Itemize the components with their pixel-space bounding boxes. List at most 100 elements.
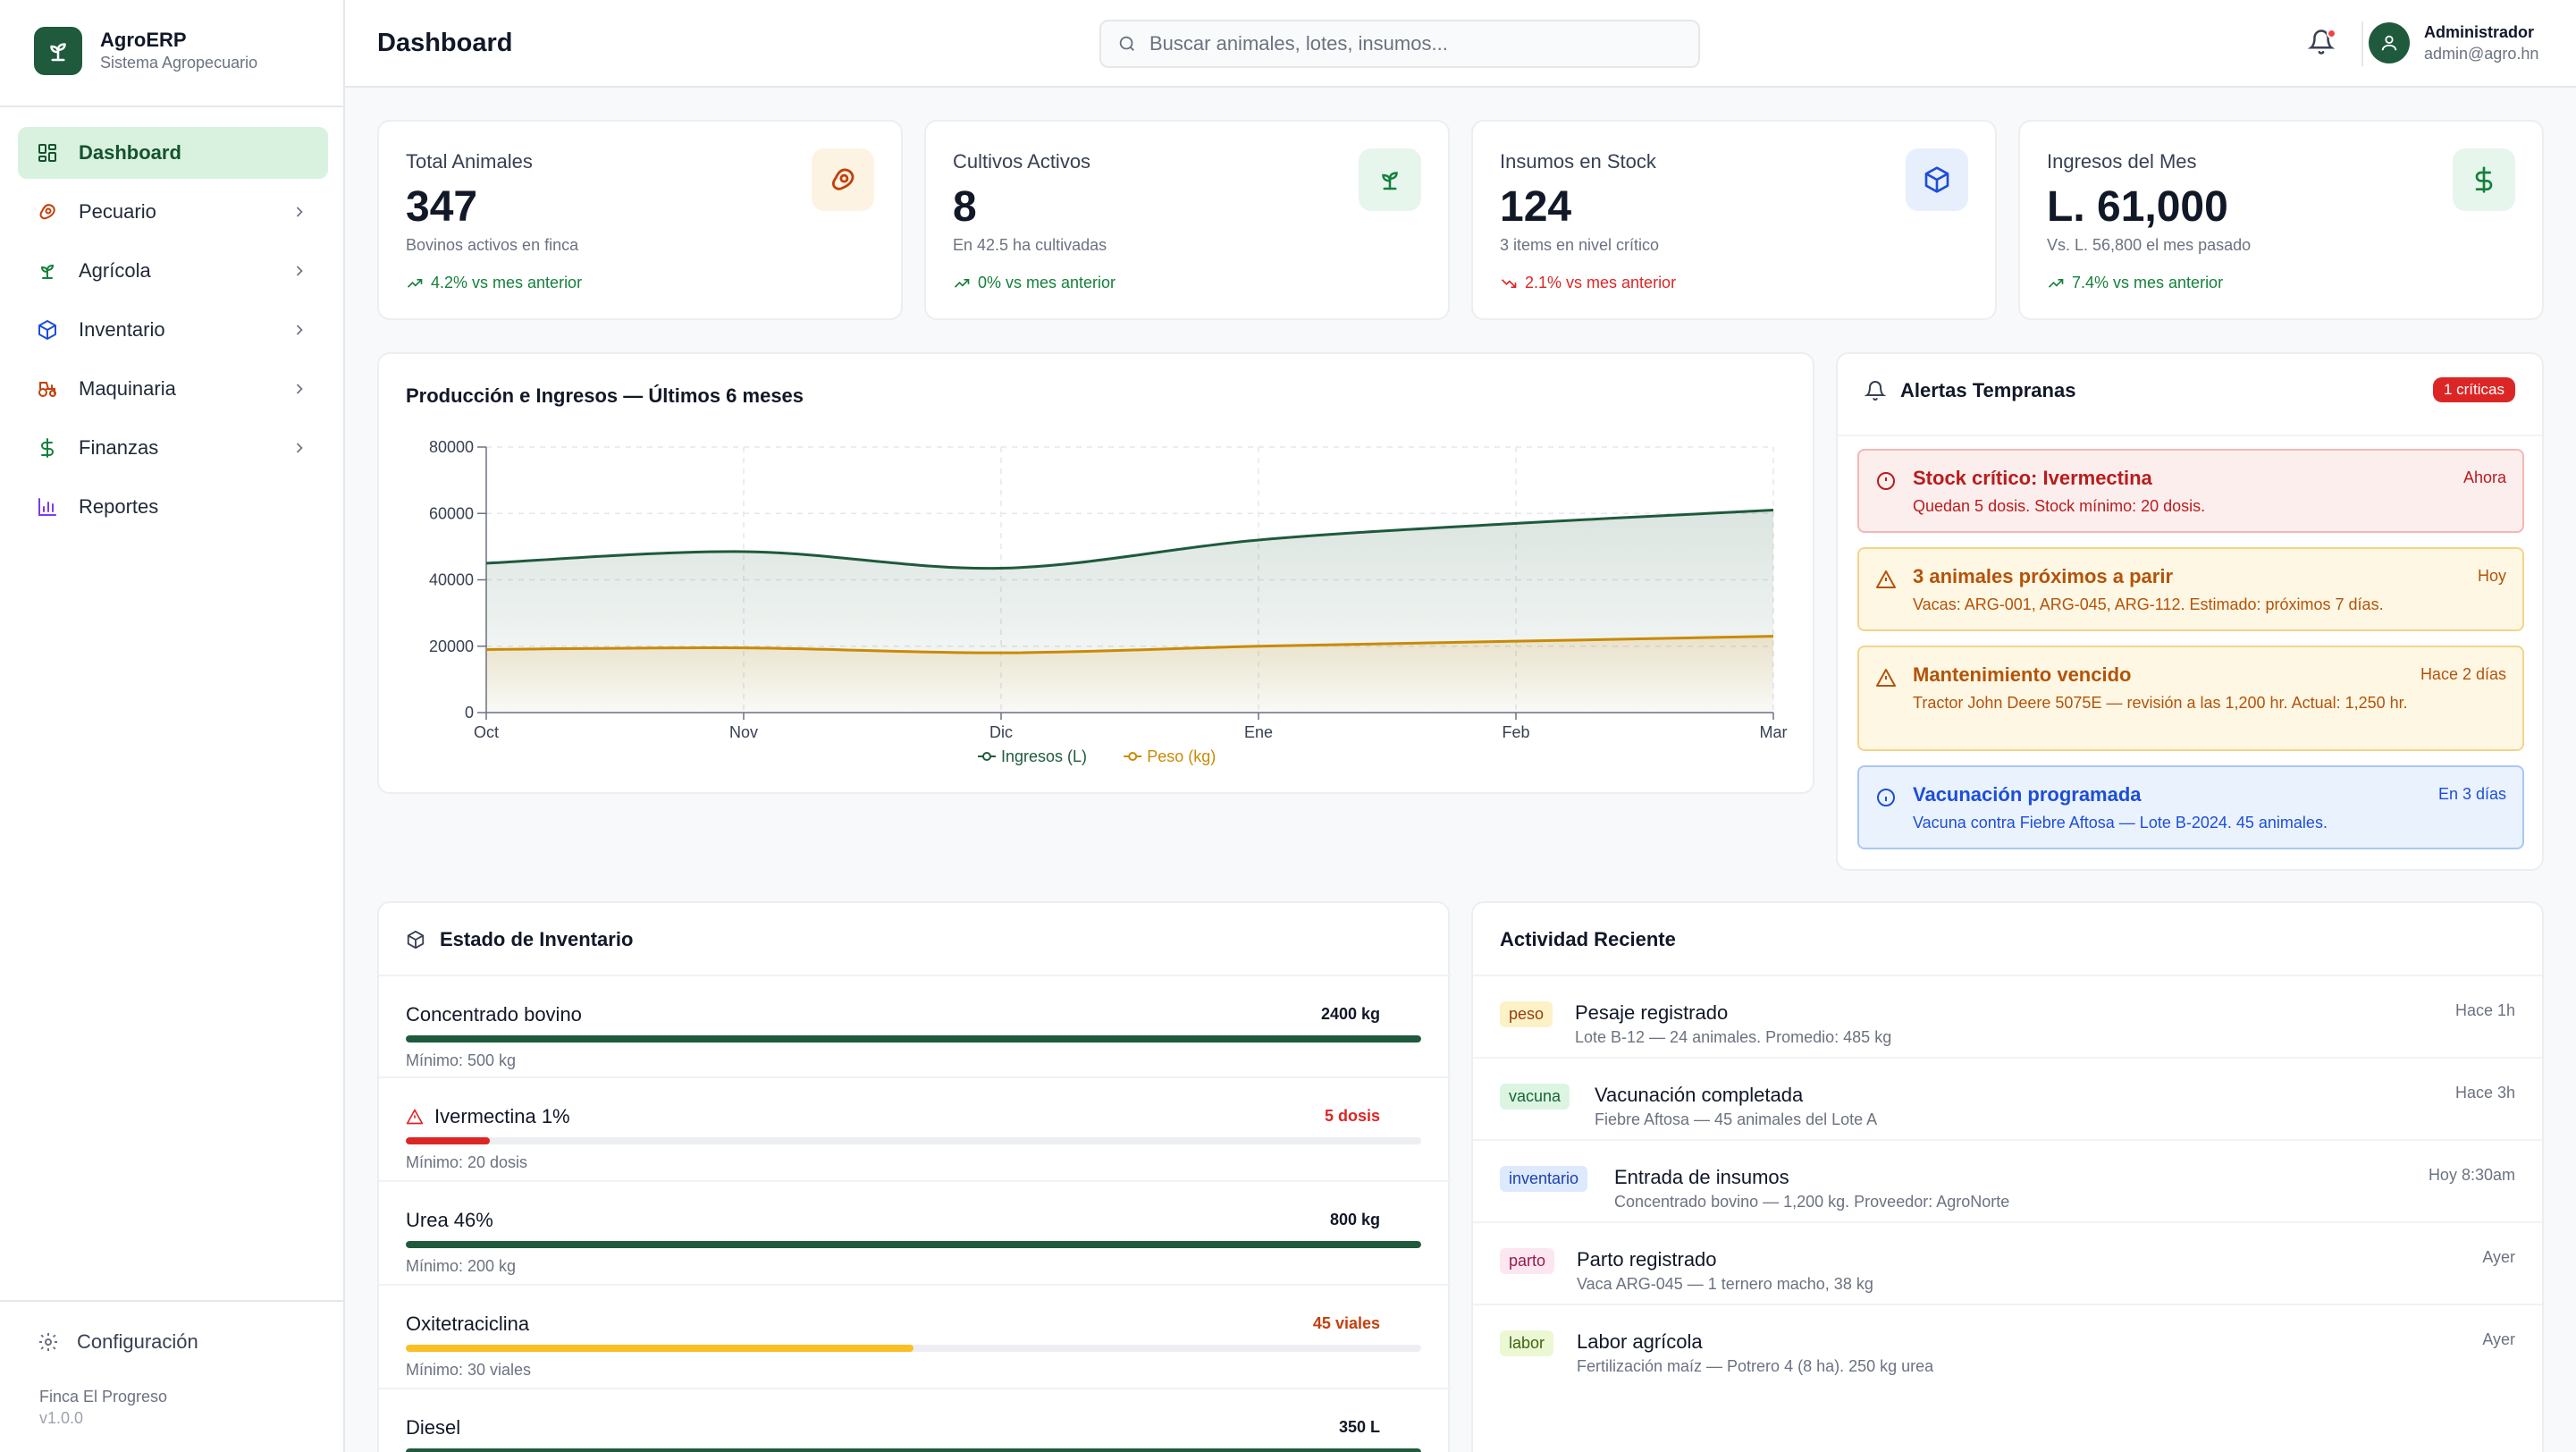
sidebar-item-label: Agrícola [79,259,151,282]
activity-item[interactable]: labor Labor agrícola Fertilización maíz … [1473,1314,2542,1395]
activity-desc: Vaca ARG-045 — 1 ternero macho, 38 kg [1577,1275,1873,1293]
sidebar-item-reportes[interactable]: Reportes [18,481,328,533]
inventory-row[interactable]: Oxitetraciclina 45 viales Mínimo: 30 via… [379,1295,1421,1395]
sidebar-item-maquinaria[interactable]: Maquinaria [18,363,328,415]
inventory-item-name: Oxitetraciclina [406,1313,529,1336]
inventory-item-min: Mínimo: 30 viales [406,1361,532,1379]
inventory-item-label: Ivermectina 1% [434,1105,570,1127]
inventory-item-name: Urea 46% [406,1209,493,1232]
trending-up-icon [954,278,970,288]
user-email: admin@agro.hn [2424,45,2539,63]
activity-time: Hace 3h [2454,1084,2515,1102]
alerts-title: Alertas Tempranas [1865,379,2075,402]
critical-count-badge: 1 críticas [2432,377,2515,402]
activity-item[interactable]: inventario Entrada de insumos Concentrad… [1473,1150,2542,1230]
activity-desc: Fertilización maíz — Potrero 4 (8 ha). 2… [1577,1357,1934,1375]
sidebar-item-label: Reportes [79,495,159,518]
stat-title: Total Animales [406,150,533,173]
activity-title-text: Entrada de insumos [1614,1166,1789,1188]
inventory-row[interactable]: Ivermectina 1% 5 dosis Mínimo: 20 dosis [379,1087,1421,1187]
activity-time: Ayer [2482,1330,2515,1348]
stat-trend: 2.1% vs mes anterior [1500,274,1676,292]
user-icon [2381,35,2397,51]
stat-title: Insumos en Stock [1500,150,1656,173]
sidebar-item-inventario[interactable]: Inventario [18,304,328,356]
alert-time: En 3 días [2437,785,2506,803]
alert-title: Vacunación programada [1913,783,2142,806]
alert-item[interactable]: 3 animales próximos a parir Hoy Vacas: A… [1857,547,2524,631]
inventory-row[interactable]: Urea 46% 800 kg Mínimo: 200 kg [379,1191,1421,1291]
series-line [485,635,1774,654]
divider [379,1180,1452,1182]
user-menu[interactable]: Administrador admin@agro.hn [2369,21,2538,64]
divider [1473,975,2542,976]
inventory-item-qty: 800 kg [1329,1211,1380,1228]
inventory-item-qty: 5 dosis [1324,1107,1380,1125]
alert-title: Mantenimiento vencido [1913,663,2132,686]
inventory-item-label: Oxitetraciclina [406,1313,530,1335]
inventory-item-min: Mínimo: 200 kg [406,1257,517,1275]
inventory-item-label: Urea 46% [406,1209,493,1231]
sidebar-item-pecuario[interactable]: Pecuario [18,186,328,238]
stat-card-insumos[interactable]: Insumos en Stock 124 3 items en nivel cr… [1471,120,1997,320]
stat-value: 8 [953,183,977,231]
chevron-right-icon [296,443,303,453]
dollar-icon [2453,148,2515,211]
inventory-row[interactable]: Concentrado bovino 2400 kg Mínimo: 500 k… [379,985,1421,1085]
inventory-row[interactable]: Diesel 350 L [379,1398,1421,1452]
sidebar-item-dashboard[interactable]: Dashboard [18,127,328,179]
box-icon [36,318,59,342]
stat-card-ingresos[interactable]: Ingresos del Mes L. 61,000 Vs. L. 56,800… [2018,120,2544,320]
alert-time: Ahora [2462,469,2506,486]
stat-value: 347 [406,183,478,231]
sidebar-item-configuracion[interactable]: Configuración [38,1330,198,1354]
stat-card-animales[interactable]: Total Animales 347 Bovinos activos en fi… [377,120,903,320]
inventory-card: Estado de Inventario Concentrado bovino … [377,901,1452,1452]
x-tick-label: Ene [1244,723,1273,741]
chart-title: Producción e Ingresos — Últimos 6 meses [406,384,804,407]
sidebar-item-agricola[interactable]: Agrícola [18,245,328,297]
top-header: Dashboard Administrador admin@agro.hn [345,0,2576,88]
series-line [485,509,1774,570]
tractor-icon [36,377,59,401]
gear-icon [39,1333,57,1351]
alert-time: Hoy [2477,567,2506,585]
activity-title-text: Labor agrícola [1577,1330,1703,1353]
alert-item[interactable]: Stock crítico: Ivermectina Ahora Quedan … [1857,449,2524,533]
alert-item[interactable]: Mantenimiento vencido Hace 2 días Tracto… [1857,646,2524,751]
inventory-level-fill [406,1137,491,1144]
activity-time: Hace 1h [2454,1001,2515,1019]
search-box[interactable] [1099,20,1700,68]
warning-triangle-icon [1876,570,1896,588]
y-tick-label: 0 [465,704,474,722]
notification-dot [2327,29,2336,38]
search-input[interactable] [1149,32,1650,55]
stat-trend-text: 0% vs mes anterior [978,274,1116,291]
alert-body: Vacas: ARG-001, ARG-045, ARG-112. Estima… [1913,595,2384,613]
inventory-level-bar [406,1035,1421,1043]
inventory-level-fill [406,1448,1421,1452]
brand[interactable]: AgroERP Sistema Agropecuario [34,27,257,75]
activity-item[interactable]: parto Parto registrado Vaca ARG-045 — 1 … [1473,1232,2542,1313]
x-tick-label: Dic [989,723,1013,741]
page-title: Dashboard [377,29,513,57]
stat-trend-text: 7.4% vs mes anterior [2072,274,2224,291]
alert-item[interactable]: Vacunación programada En 3 días Vacuna c… [1857,765,2524,849]
stat-card-cultivos[interactable]: Cultivos Activos 8 En 42.5 ha cultivadas… [924,120,1450,320]
inventory-title: Estado de Inventario [406,928,633,951]
x-tick-label: Mar [1760,723,1788,741]
activity-item[interactable]: peso Pesaje registrado Lote B-12 — 24 an… [1473,985,2542,1066]
stat-value: L. 61,000 [2047,183,2228,231]
chevron-right-icon [296,384,303,394]
y-tick-label: 20000 [429,637,474,655]
activity-item[interactable]: vacuna Vacunación completada Fiebre Afto… [1473,1068,2542,1148]
chevron-right-icon [296,325,303,335]
production-chart: 0 20000 40000 60000 80000 Oct Nov Dic Ene Feb Mar I… [429,438,1788,765]
activity-title: Actividad Reciente [1500,928,1676,950]
notifications-button[interactable] [2307,29,2338,59]
inventory-item-name: Diesel [406,1416,460,1439]
sidebar-item-finanzas[interactable]: Finanzas [18,422,328,474]
stat-trend: 0% vs mes anterior [953,274,1115,292]
activity-title-text: Vacunación completada [1595,1084,1804,1106]
trending-down-icon [1501,278,1517,288]
